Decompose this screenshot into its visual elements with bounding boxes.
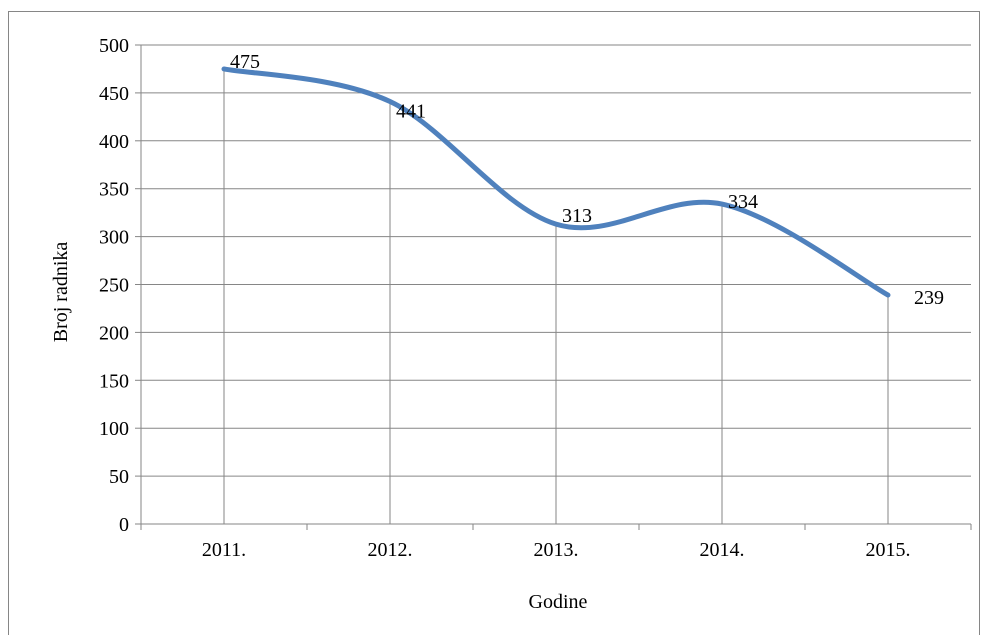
x-tick-labels: 2011. 2012. 2013. 2014. 2015. (202, 539, 911, 561)
y-tick-label: 250 (99, 275, 129, 297)
y-tick-label: 500 (99, 35, 129, 57)
data-point (223, 68, 225, 70)
data-labels: 475 441 313 334 239 (230, 51, 944, 309)
y-tick-labels: 0 50 100 150 200 250 300 350 400 450 500 (99, 35, 129, 536)
data-point (721, 203, 723, 205)
data-label: 334 (728, 191, 758, 213)
data-point (389, 101, 391, 103)
drop-lines (223, 68, 889, 524)
y-axis-title: Broj radnika (50, 242, 72, 343)
y-tick-label: 200 (99, 322, 129, 344)
line-chart: 0 50 100 150 200 250 300 350 400 450 500 2011. 2012… (50, 35, 972, 613)
y-tick-label: 150 (99, 370, 129, 392)
x-tick-label: 2013. (534, 539, 579, 561)
y-tick-label: 350 (99, 179, 129, 201)
x-axis-title: Godine (529, 591, 588, 613)
data-label: 475 (230, 51, 260, 73)
x-tick-label: 2012. (368, 539, 413, 561)
y-tick-label: 0 (119, 514, 129, 536)
series-layer (221, 66, 891, 298)
y-tick-label: 50 (109, 466, 129, 488)
data-label: 441 (396, 101, 426, 123)
y-tick-label: 300 (99, 227, 129, 249)
x-tick-label: 2011. (202, 539, 246, 561)
axes (135, 44, 972, 530)
y-tick-label: 400 (99, 131, 129, 153)
data-label: 313 (562, 205, 592, 227)
data-point (887, 294, 889, 296)
y-tick-label: 450 (99, 83, 129, 105)
chart-frame: 0 50 100 150 200 250 300 350 400 450 500 2011. 2012… (8, 11, 980, 635)
data-label: 239 (914, 287, 944, 309)
x-tick-label: 2014. (700, 539, 745, 561)
x-tick-label: 2015. (866, 539, 911, 561)
y-tick-label: 100 (99, 418, 129, 440)
data-point (555, 223, 557, 225)
